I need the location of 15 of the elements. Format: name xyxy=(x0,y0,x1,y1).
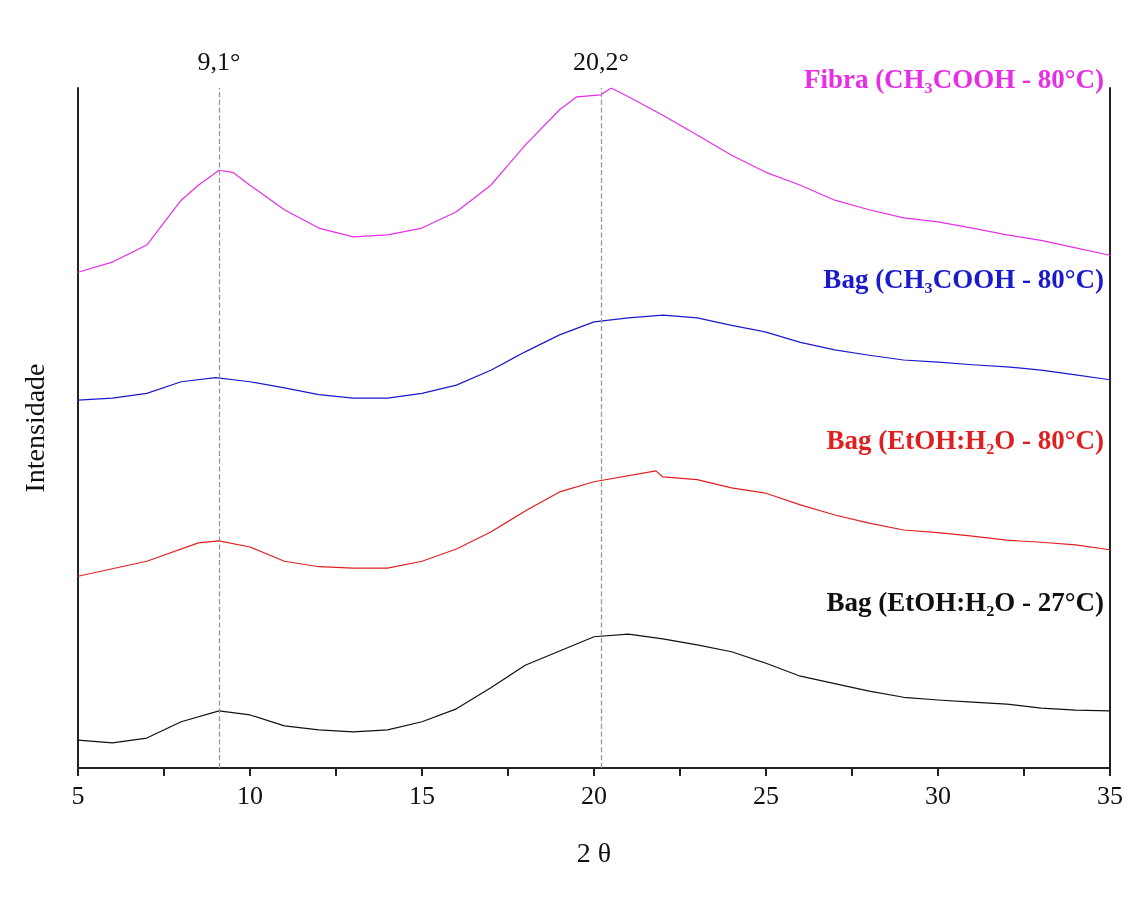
x-tick-label: 10 xyxy=(237,780,263,810)
x-tick-label: 20 xyxy=(581,780,607,810)
ref-line-label: 9,1° xyxy=(197,46,241,76)
x-tick-label: 30 xyxy=(925,780,951,810)
x-tick-label: 15 xyxy=(409,780,435,810)
ref-line-label: 20,2° xyxy=(572,46,629,76)
text: Bag (EtOH:H₂O - 27°C) xyxy=(826,587,1104,618)
text: Fibra (CH₃COOH - 80°C) xyxy=(803,63,1105,94)
x-axis-title: 2 θ xyxy=(576,836,612,868)
x-tick-label: 5 xyxy=(71,780,85,810)
text: Bag (EtOH:H₂O - 80°C) xyxy=(826,425,1104,456)
x-tick-label: 25 xyxy=(753,780,779,810)
x-tick-label: 35 xyxy=(1097,780,1123,810)
y-axis-title: Intensidade xyxy=(18,363,50,493)
series-label: Bag (CH₃COOH - 80°C) xyxy=(823,263,1105,294)
